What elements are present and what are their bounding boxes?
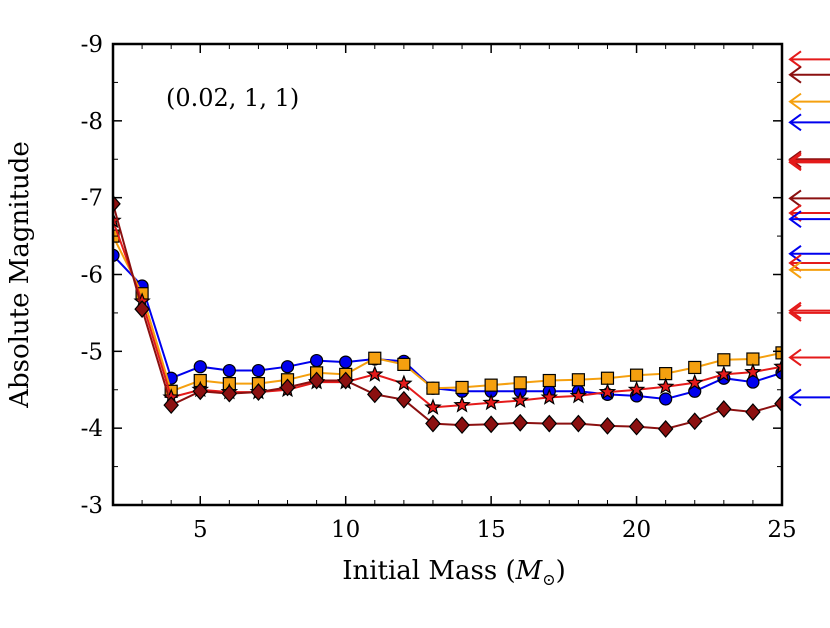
limit-arrows xyxy=(788,50,830,407)
x-tick-label: 25 xyxy=(767,517,796,543)
limit-arrow-head xyxy=(788,150,802,169)
data-point-blue xyxy=(193,360,207,374)
data-point-red xyxy=(715,365,733,382)
data-point-dark-red xyxy=(745,403,761,421)
y-tick-label: -4 xyxy=(81,416,103,442)
data-point-orange xyxy=(717,353,731,367)
data-point-red xyxy=(598,382,617,400)
data-point-red xyxy=(540,388,558,405)
limit-arrow-head xyxy=(788,261,802,279)
data-point-blue xyxy=(222,363,236,378)
y-tick-label: -3 xyxy=(81,493,103,519)
data-point-blue xyxy=(310,353,324,368)
data-point-dark-red xyxy=(192,382,209,401)
limit-arrow-head xyxy=(788,92,802,111)
data-point-dark-red xyxy=(134,300,150,318)
x-tick-label: 20 xyxy=(622,517,651,543)
data-point-dark-red xyxy=(221,384,238,403)
data-point-blue xyxy=(746,375,760,389)
data-point-orange xyxy=(571,373,585,387)
data-point-red xyxy=(511,391,529,408)
data-point-red xyxy=(482,393,500,411)
limit-arrow-head xyxy=(788,153,802,172)
y-tick-label: -6 xyxy=(81,263,103,289)
data-point-red xyxy=(453,395,471,413)
limit-arrow-head xyxy=(788,50,802,69)
data-point-dark-red xyxy=(512,413,529,432)
data-point-dark-red xyxy=(483,415,499,434)
data-point-orange xyxy=(368,351,382,365)
data-point-orange xyxy=(426,381,440,395)
x-axis-label: Initial Mass (M⊙) xyxy=(342,556,566,589)
data-point-dark-red xyxy=(599,416,616,435)
limit-arrow-head xyxy=(788,304,802,322)
series-line-blue xyxy=(113,254,782,401)
data-point-orange xyxy=(542,373,556,388)
data-point-dark-red xyxy=(337,371,354,390)
data-point-dark-red xyxy=(250,383,267,401)
data-point-blue xyxy=(659,392,673,406)
x-tick-label: 15 xyxy=(476,517,505,543)
data-point-orange xyxy=(513,376,527,390)
data-point-dark-red xyxy=(163,396,179,415)
data-point-red xyxy=(744,362,762,380)
data-point-dark-red xyxy=(716,400,732,418)
data-point-dark-red xyxy=(396,390,412,409)
parameter-annotation: (0.02, 1, 1) xyxy=(166,84,299,112)
data-point-dark-red xyxy=(425,414,441,433)
x-tick-label: 10 xyxy=(331,517,360,543)
plot-frame xyxy=(111,42,784,507)
data-point-red xyxy=(686,373,704,391)
limit-arrow-head xyxy=(788,348,802,367)
limit-arrow-head xyxy=(788,388,802,407)
data-point-red xyxy=(627,380,646,398)
data-point-dark-red xyxy=(454,416,470,435)
data-point-dark-red xyxy=(366,385,383,404)
y-axis-label: Absolute Magnitude xyxy=(5,141,35,409)
limit-arrow-head xyxy=(788,151,802,170)
data-point-orange xyxy=(397,357,411,371)
data-point-orange xyxy=(775,346,782,360)
limit-arrow-head xyxy=(788,189,802,208)
data-point-dark-red xyxy=(308,371,325,390)
limit-arrow-head xyxy=(788,113,802,132)
data-point-blue xyxy=(339,355,353,369)
data-point-dark-red xyxy=(570,414,587,433)
data-point-red xyxy=(656,377,675,395)
limit-arrow-head xyxy=(788,254,802,272)
limit-arrow-head xyxy=(788,65,802,84)
y-tick-label: -9 xyxy=(81,32,103,58)
data-point-dark-red xyxy=(686,412,703,431)
data-point-orange xyxy=(455,380,469,395)
data-point-blue xyxy=(251,363,266,378)
data-point-red xyxy=(366,365,384,382)
data-point-dark-red xyxy=(628,417,645,436)
data-point-orange xyxy=(600,371,615,385)
series-line-red xyxy=(113,220,782,409)
data-point-red xyxy=(395,374,413,392)
data-point-dark-red xyxy=(774,394,782,413)
data-point-dark-red xyxy=(541,414,558,433)
data-point-red xyxy=(569,386,588,404)
data-point-red xyxy=(424,398,442,415)
data-point-dark-red xyxy=(657,420,674,438)
data-point-dark-red xyxy=(113,194,121,213)
data-point-orange xyxy=(688,360,702,375)
limit-arrow-head xyxy=(788,301,802,320)
limit-arrow-head xyxy=(788,210,802,228)
x-tick-label: 5 xyxy=(193,517,208,543)
data-point-red xyxy=(773,357,782,375)
data-point-blue xyxy=(280,360,295,374)
limit-arrow-head xyxy=(788,244,802,263)
data-point-orange xyxy=(629,368,644,382)
y-tick-label: -7 xyxy=(81,186,103,212)
series-layer xyxy=(113,194,782,438)
data-point-dark-red xyxy=(279,378,296,397)
y-tick-label: -5 xyxy=(81,339,103,365)
y-tick-label: -8 xyxy=(81,109,103,135)
data-point-blue xyxy=(113,248,120,262)
data-point-orange xyxy=(484,378,498,392)
